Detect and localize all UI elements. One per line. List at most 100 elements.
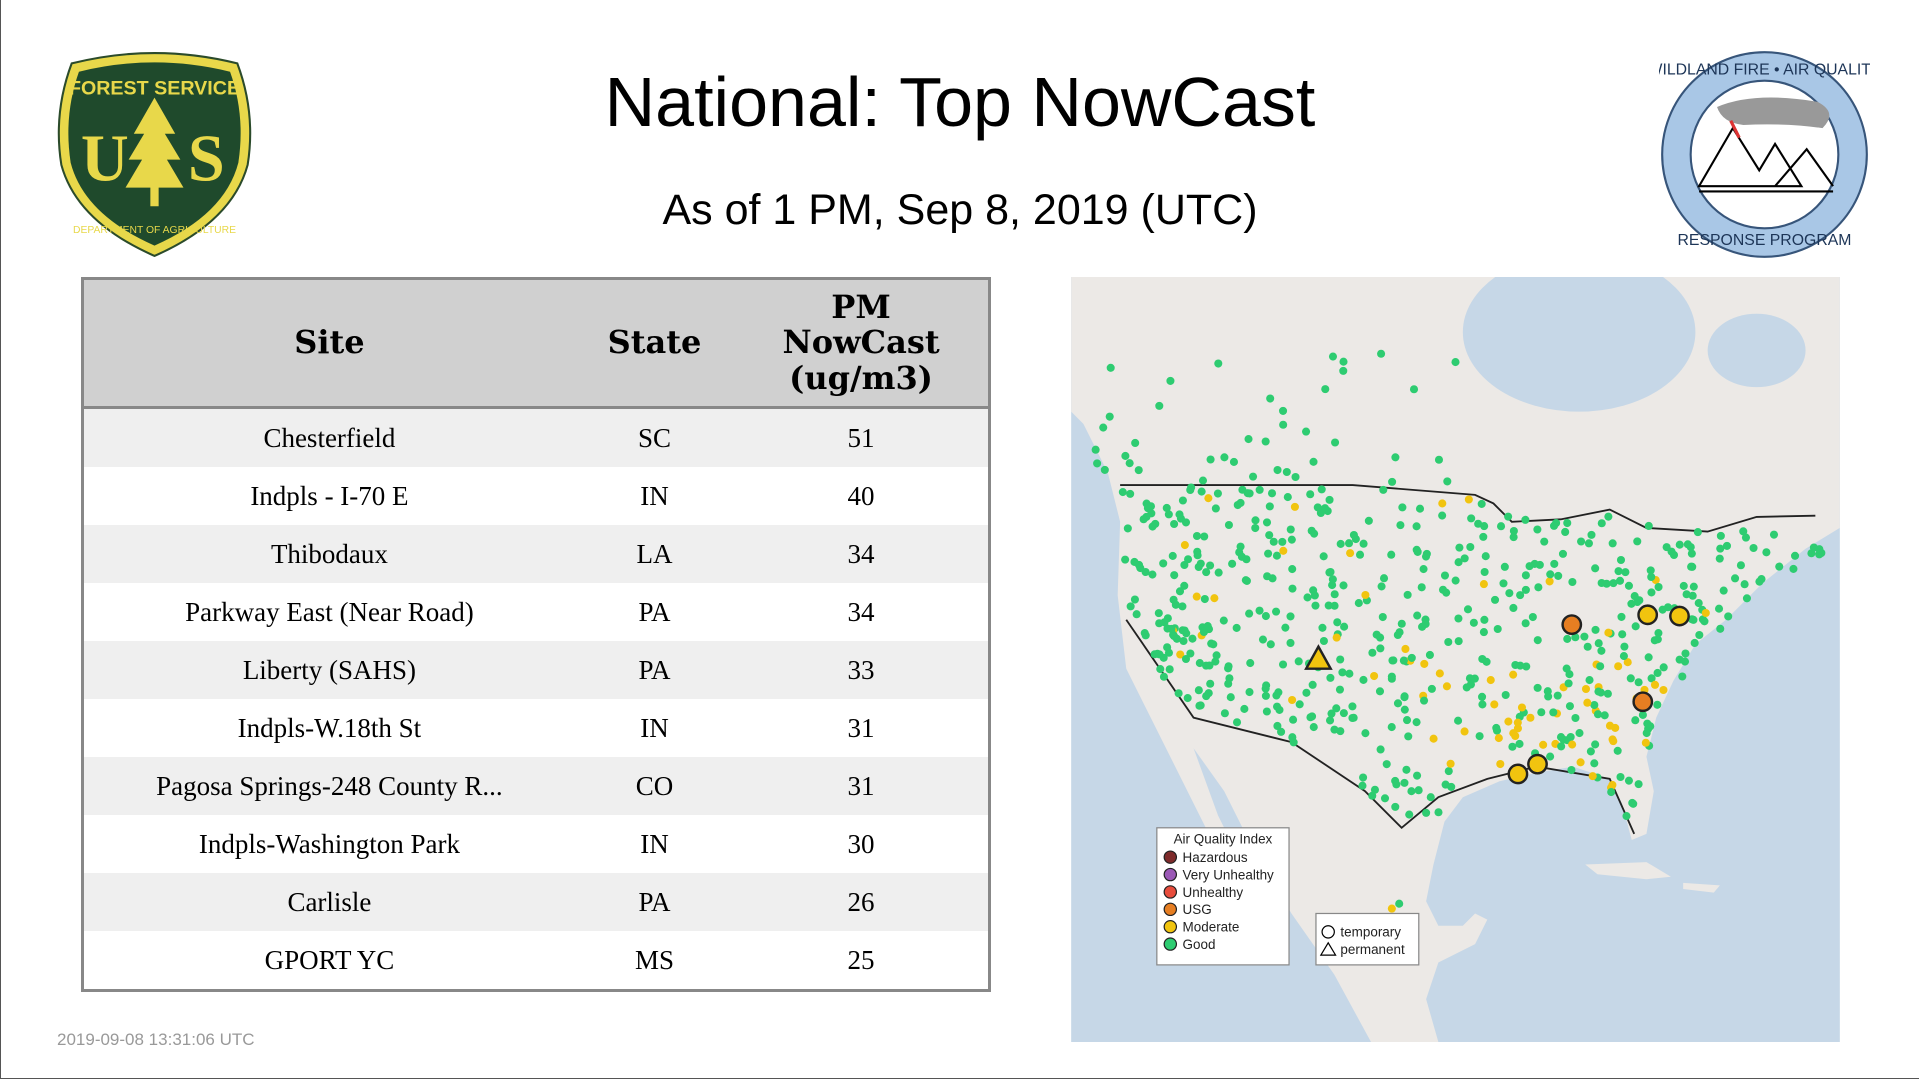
monitor-marker (1278, 406, 1288, 415)
table-header-row: Site State PM NowCast (ug/m3) (82, 278, 990, 409)
table-row: Indpls-W.18th St IN 31 (82, 699, 990, 757)
monitor-marker (1100, 465, 1109, 474)
legend-swatch (1163, 885, 1178, 899)
monitor-marker (1308, 680, 1317, 689)
monitor-marker (1413, 611, 1422, 620)
top-site-marker[interactable] (1669, 605, 1690, 627)
monitor-marker (1482, 657, 1491, 666)
monitor-marker (1591, 740, 1600, 749)
monitor-marker (1566, 732, 1575, 742)
svg-text:DEPARTMENT OF AGRICULTURE: DEPARTMENT OF AGRICULTURE (73, 225, 236, 236)
monitor-marker (1245, 609, 1254, 618)
monitor-marker (1516, 591, 1525, 600)
monitor-marker (1309, 457, 1318, 466)
monitor-marker (1478, 692, 1487, 701)
top-site-marker[interactable] (1561, 614, 1583, 636)
monitor-marker (1682, 590, 1691, 599)
monitor-marker (1281, 623, 1290, 632)
monitor-marker (1396, 521, 1405, 530)
monitor-marker (1310, 591, 1319, 600)
aqi-map[interactable]: Air Quality Index Hazardous Very Unhealth… (1071, 277, 1840, 1042)
monitor-marker (1521, 515, 1530, 524)
monitor-marker (1509, 729, 1518, 738)
monitor-marker (1166, 376, 1175, 385)
legend-title: Air Quality Index (1174, 832, 1273, 847)
monitor-marker (1403, 590, 1412, 599)
monitor-marker (1731, 574, 1740, 583)
top-site-marker[interactable] (1637, 604, 1659, 626)
monitor-marker (1294, 657, 1303, 666)
monitor-marker (1291, 472, 1300, 482)
monitor-marker (1647, 588, 1656, 597)
top-site-marker[interactable] (1632, 691, 1654, 713)
monitor-marker (1517, 703, 1527, 712)
monitor-marker (1477, 499, 1486, 508)
monitor-marker (1249, 472, 1258, 481)
monitor-marker (1469, 618, 1478, 627)
monitor-marker (1454, 716, 1463, 725)
monitor-marker (1500, 562, 1509, 571)
monitor-marker (1480, 567, 1489, 577)
monitor-marker (1193, 551, 1202, 560)
site-cell: Carlisle (82, 873, 575, 931)
nowcast-cell: 30 (734, 815, 990, 873)
monitor-marker (1273, 721, 1282, 731)
monitor-marker (1620, 642, 1629, 651)
top-site-marker-permanent[interactable] (1304, 644, 1333, 670)
monitor-marker (1817, 548, 1826, 558)
monitor-marker (1404, 732, 1413, 741)
monitor-marker (1261, 612, 1270, 621)
monitor-marker (1178, 602, 1187, 611)
monitor-marker (1317, 485, 1326, 494)
monitor-marker (1154, 609, 1163, 618)
monitor-marker (1286, 638, 1295, 648)
top-site-marker[interactable] (1527, 753, 1548, 775)
monitor-marker (1422, 808, 1431, 817)
monitor-marker (1302, 427, 1311, 436)
monitor-marker (1638, 710, 1647, 719)
state-cell: PA (574, 641, 735, 699)
monitor-marker (1093, 459, 1102, 468)
monitor-marker (1646, 566, 1655, 575)
monitor-marker (1126, 602, 1135, 611)
column-header-state: State (574, 278, 735, 409)
monitor-marker (1134, 560, 1144, 569)
monitor-marker (1220, 453, 1229, 462)
site-cell: Indpls - I-70 E (82, 467, 575, 525)
site-cell: GPORT YC (82, 931, 575, 991)
monitor-marker (1387, 904, 1396, 913)
site-cell: Parkway East (Near Road) (82, 583, 575, 641)
monitor-marker (1490, 595, 1500, 604)
monitor-marker (1123, 524, 1132, 533)
monitor-marker (1279, 420, 1288, 429)
monitor-marker (1615, 576, 1625, 585)
monitor-marker (1277, 727, 1286, 736)
monitor-marker (1262, 707, 1271, 716)
top-site-marker[interactable] (1507, 763, 1529, 785)
monitor-marker (1509, 533, 1518, 542)
circle-icon (1321, 925, 1335, 939)
table-row: Thibodaux LA 34 (82, 525, 990, 583)
monitor-marker (1590, 759, 1599, 768)
monitor-marker (1630, 592, 1639, 601)
legend-swatch (1163, 902, 1178, 917)
monitor-marker (1328, 352, 1338, 361)
monitor-marker (1242, 555, 1251, 564)
monitor-marker (1325, 568, 1334, 577)
monitor-marker (1319, 552, 1328, 561)
monitor-marker (1675, 540, 1684, 549)
monitor-marker (1348, 713, 1357, 723)
monitor-marker (1213, 489, 1222, 498)
nowcast-cell: 34 (734, 525, 990, 583)
monitor-marker (1295, 700, 1304, 709)
monitor-marker (1478, 700, 1487, 709)
monitor-marker (1694, 599, 1703, 608)
monitor-marker (1616, 555, 1626, 565)
legend-item: Moderate (1183, 920, 1240, 935)
monitor-marker (1310, 529, 1319, 538)
monitor-marker (1418, 622, 1427, 631)
monitor-marker (1345, 669, 1354, 678)
monitor-marker (1596, 662, 1605, 671)
monitor-marker (1232, 718, 1242, 727)
monitor-marker (1553, 691, 1562, 700)
